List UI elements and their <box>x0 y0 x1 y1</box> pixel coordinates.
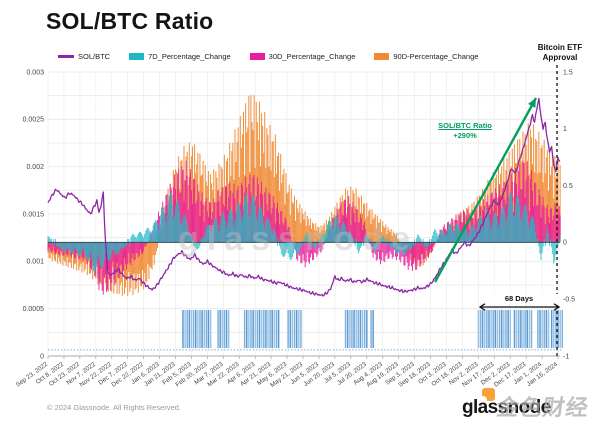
gain-arrow <box>433 97 538 283</box>
y-axis-left-tick-label: 0 <box>40 353 44 360</box>
y-axis-left-tick-label: 0.0025 <box>23 117 45 124</box>
gain-arrow-head <box>527 98 536 108</box>
y-axis-right-tick-label: 0.5 <box>563 183 573 190</box>
etf-approval-line1: Bitcoin ETF <box>537 43 583 52</box>
legend-label: 90D-Percentage_Change <box>393 52 479 61</box>
copyright-text: © 2024 Glassnode. All Rights Reserved. <box>47 403 181 412</box>
y-axis-right-labels: 1.5 1 0.5 0 -0.5 -1 <box>563 69 575 360</box>
duration-arrow-right-head <box>553 303 561 311</box>
y-axis-left-tick-label: 0.003 <box>26 69 44 76</box>
ratio-gain-annotation: SOL/BTC Ratio +290% <box>415 121 515 140</box>
etf-approval-line2: Approval <box>542 52 578 62</box>
duration-arrow-left-head <box>478 303 486 311</box>
etf-approval-annotation: Bitcoin ETF Approval <box>518 43 600 62</box>
y-axis-right-tick-label: -1 <box>563 353 569 360</box>
y-axis-right-tick-label: 1.5 <box>563 69 573 76</box>
y-axis-right-tick-label: -0.5 <box>563 297 575 304</box>
legend-item-30d-percentage-change[interactable]: 30D_Percentage_Change <box>249 52 356 61</box>
legend-item-90d-percentage-change[interactable]: 90D-Percentage_Change <box>374 52 478 61</box>
legend: SOL/BTC 7D_Percentage_Change 30D_Percentag… <box>58 52 478 61</box>
ratio-gain-value: +290% <box>453 131 477 140</box>
duration-annotation: 68 Days <box>479 294 559 303</box>
glassnode-logo-text: glassnode <box>462 397 551 418</box>
gridlines <box>47 71 560 357</box>
legend-item-sol-btc[interactable]: SOL/BTC <box>58 52 110 61</box>
y-axis-left-tick-label: 0.0005 <box>23 306 45 313</box>
page-title: SOL/BTC Ratio <box>46 8 214 34</box>
legend-swatch <box>129 53 145 60</box>
legend-swatch <box>249 53 265 60</box>
legend-swatch <box>374 53 390 60</box>
ratio-gain-title: SOL/BTC Ratio <box>438 121 492 130</box>
bars-7d <box>47 192 561 274</box>
legend-item-7d-percentage-change[interactable]: 7D_Percentage_Change <box>129 52 231 61</box>
sol-btc-ratio-line <box>47 97 561 297</box>
y-axis-left-labels: 0.003 0.0025 0.002 0.0015 0.001 0.0005 0 <box>23 69 45 360</box>
y-axis-right-tick-label: 0 <box>563 240 567 247</box>
y-axis-right-tick-label: 1 <box>563 126 567 133</box>
legend-label: 30D_Percentage_Change <box>268 52 356 61</box>
event-stripes <box>48 310 564 351</box>
y-axis-left-tick-label: 0.001 <box>26 259 44 266</box>
y-axis-left-tick-label: 0.002 <box>26 164 44 171</box>
glassnode-logo-icon <box>479 388 495 404</box>
legend-swatch <box>58 55 74 58</box>
legend-label: SOL/BTC <box>78 52 111 61</box>
site-watermark: 金色财经 <box>495 395 591 420</box>
y-axis-left-tick-label: 0.0015 <box>23 211 45 218</box>
legend-label: 7D_Percentage_Change <box>148 52 231 61</box>
